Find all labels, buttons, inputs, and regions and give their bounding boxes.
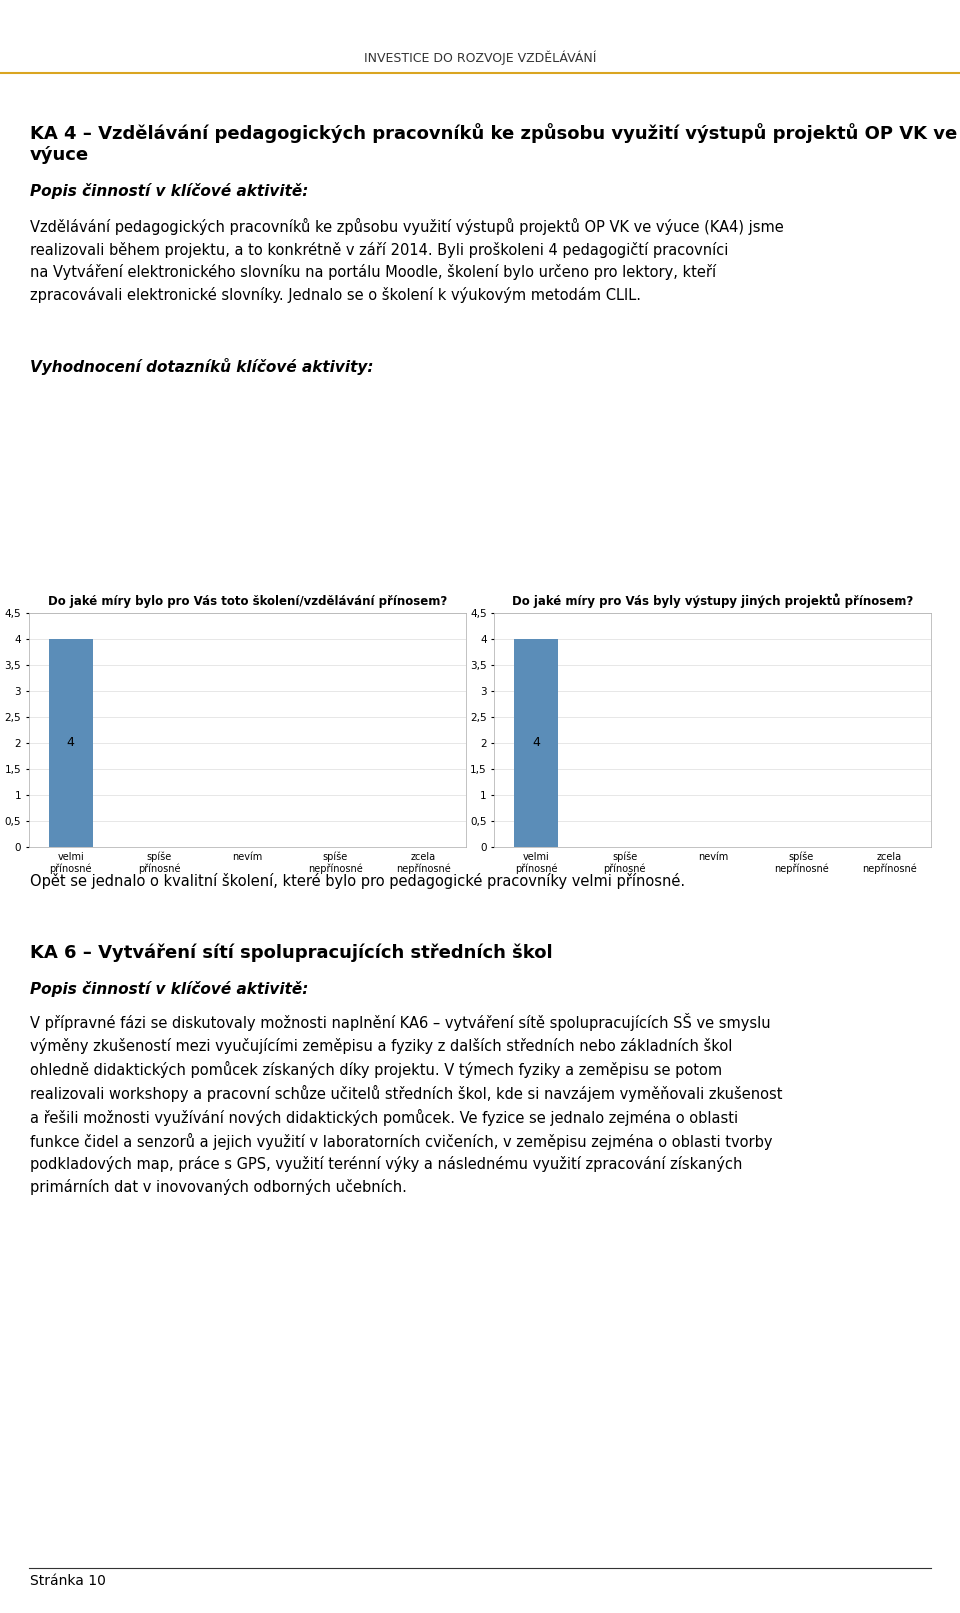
Bar [515, 639, 559, 847]
Text: KA 6 – Vytváření sítí spolupracujících středních škol: KA 6 – Vytváření sítí spolupracujících s… [30, 944, 553, 961]
Title: Do jaké míry bylo pro Vás toto školení/vzdělávání přínosem?: Do jaké míry bylo pro Vás toto školení/v… [48, 595, 446, 608]
Title: Do jaké míry pro Vás byly výstupy jiných projektů přínosem?: Do jaké míry pro Vás byly výstupy jiných… [513, 594, 913, 608]
Text: Opět se jednalo o kvalitní školení, které bylo pro pedagogické pracovníky velmi : Opět se jednalo o kvalitní školení, kter… [30, 873, 685, 889]
Text: Vzdělávání pedagogických pracovníků ke způsobu využití výstupů projektů OP VK ve: Vzdělávání pedagogických pracovníků ke z… [30, 218, 783, 303]
Text: 4: 4 [67, 737, 75, 750]
Text: Vyhodnocení dotazníků klíčové aktivity:: Vyhodnocení dotazníků klíčové aktivity: [30, 358, 373, 374]
Text: Popis činností v klíčové aktivitě:: Popis činností v klíčové aktivitě: [30, 981, 308, 997]
Bar [49, 639, 93, 847]
Text: KA 4 – Vzdělávání pedagogických pracovníků ke způsobu využití výstupů projektů O: KA 4 – Vzdělávání pedagogických pracovní… [30, 123, 957, 165]
Text: INVESTICE DO ROZVOJE VZDĚLÁVÁNÍ: INVESTICE DO ROZVOJE VZDĚLÁVÁNÍ [364, 50, 596, 65]
Text: Stránka 10: Stránka 10 [30, 1574, 106, 1589]
Bar [0, 0, 960, 73]
Text: 4: 4 [533, 737, 540, 750]
Text: V přípravné fázi se diskutovaly možnosti naplnění KA6 – vytváření sítě spoluprac: V přípravné fázi se diskutovaly možnosti… [30, 1013, 782, 1195]
Text: Popis činností v klíčové aktivitě:: Popis činností v klíčové aktivitě: [30, 182, 308, 198]
